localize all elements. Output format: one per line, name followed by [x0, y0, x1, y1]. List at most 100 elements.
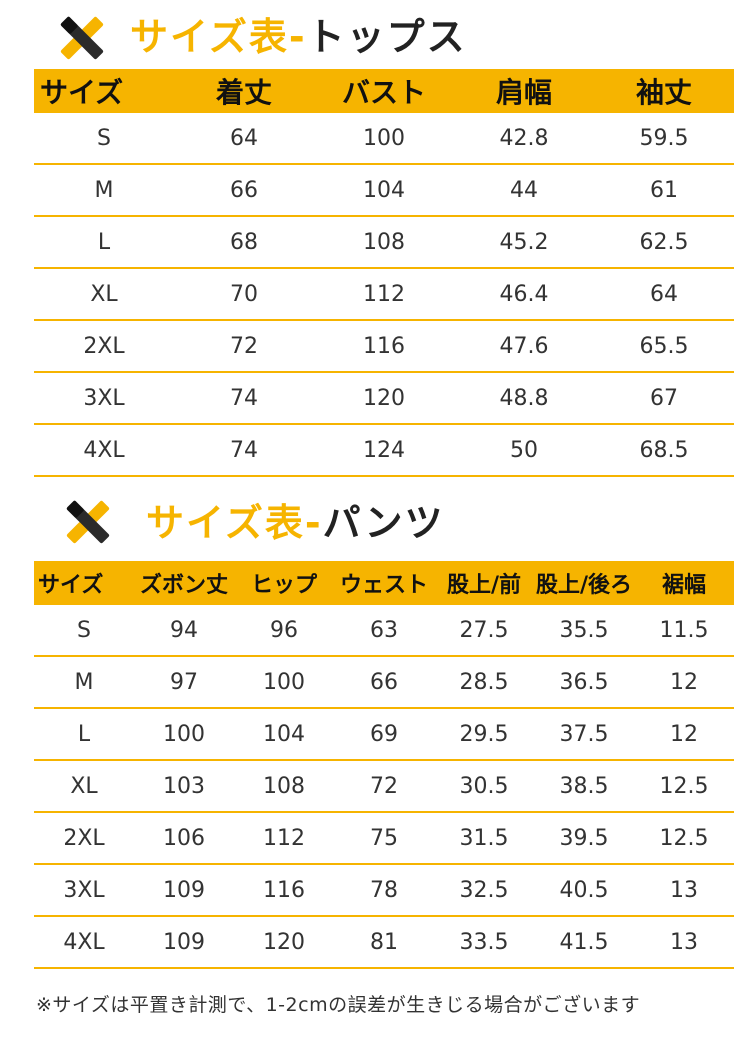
table-cell: 62.5: [594, 216, 734, 269]
table-cell: 100: [314, 113, 454, 165]
table-row: XL 70 112 46.4 64: [34, 268, 734, 321]
table-cell: 30.5: [434, 760, 534, 813]
table-cell: 109: [134, 916, 234, 969]
table-cell: 66: [334, 656, 434, 709]
table-cell: 4XL: [34, 916, 134, 969]
table-cell: 12.5: [634, 760, 734, 813]
tops-title-rest: トップス: [306, 15, 467, 59]
table-cell: 96: [234, 605, 334, 657]
measurement-footnote: ※サイズは平置き計測で、1-2cmの誤差が生きじる場合がございます: [36, 994, 641, 1016]
table-cell: 100: [234, 656, 334, 709]
crossed-tools-icon: [60, 16, 104, 60]
table-cell: 12: [634, 656, 734, 709]
table-cell: 64: [594, 268, 734, 321]
table-cell: 3XL: [34, 864, 134, 917]
table-row: S 64 100 42.8 59.5: [34, 113, 734, 165]
table-cell: 36.5: [534, 656, 634, 709]
table-cell: S: [34, 113, 174, 165]
table-cell: 104: [234, 708, 334, 761]
table-cell: XL: [34, 268, 174, 321]
table-cell: S: [34, 605, 134, 657]
table-cell: 41.5: [534, 916, 634, 969]
table-cell: 2XL: [34, 320, 174, 373]
pants-header-cell: サイズ: [38, 573, 104, 598]
table-cell: 28.5: [434, 656, 534, 709]
table-row: L 100 104 69 29.5 37.5 12: [34, 708, 734, 761]
table-cell: 37.5: [534, 708, 634, 761]
table-cell: 39.5: [534, 812, 634, 865]
table-row: 4XL 109 120 81 33.5 41.5 13: [34, 916, 734, 969]
table-cell: 35.5: [534, 605, 634, 657]
pants-header-cell: ウェスト: [339, 573, 428, 598]
table-cell: 65.5: [594, 320, 734, 373]
tops-title: サイズ表-トップス: [130, 18, 467, 56]
table-cell: M: [34, 164, 174, 217]
pants-header-cell: 股上/前: [446, 573, 522, 598]
table-row: 2XL 106 112 75 31.5 39.5 12.5: [34, 812, 734, 865]
table-cell: 120: [234, 916, 334, 969]
tops-section-title: サイズ表-トップス: [0, 6, 750, 66]
tops-header-cell: 着丈: [215, 76, 272, 109]
table-cell: 72: [334, 760, 434, 813]
table-cell: 78: [334, 864, 434, 917]
table-cell: L: [34, 708, 134, 761]
table-cell: 104: [314, 164, 454, 217]
table-cell: 61: [594, 164, 734, 217]
table-cell: 68.5: [594, 424, 734, 477]
pants-header-cell: 股上/後ろ: [535, 573, 633, 598]
table-row: M 66 104 44 61: [34, 164, 734, 217]
table-cell: 27.5: [434, 605, 534, 657]
table-cell: 112: [234, 812, 334, 865]
table-cell: 46.4: [454, 268, 594, 321]
tops-title-accent: サイズ表-: [130, 15, 307, 59]
table-cell: 74: [174, 372, 314, 425]
table-cell: 64: [174, 113, 314, 165]
pants-title: サイズ表-パンツ: [146, 504, 445, 542]
table-cell: 32.5: [434, 864, 534, 917]
table-cell: 12: [634, 708, 734, 761]
table-cell: 48.8: [454, 372, 594, 425]
table-cell: 108: [234, 760, 334, 813]
table-cell: 100: [134, 708, 234, 761]
table-row: XL 103 108 72 30.5 38.5 12.5: [34, 760, 734, 813]
table-cell: 69: [334, 708, 434, 761]
table-cell: 74: [174, 424, 314, 477]
tops-header-row: サイズ 着丈 バスト 肩幅 袖丈: [34, 69, 734, 113]
table-row: 3XL 74 120 48.8 67: [34, 372, 734, 425]
table-cell: 38.5: [534, 760, 634, 813]
table-cell: 68: [174, 216, 314, 269]
table-cell: 13: [634, 916, 734, 969]
pants-header-cell: ズボン丈: [139, 573, 228, 598]
table-cell: XL: [34, 760, 134, 813]
table-cell: 108: [314, 216, 454, 269]
table-cell: 31.5: [434, 812, 534, 865]
table-cell: 70: [174, 268, 314, 321]
table-cell: 47.6: [454, 320, 594, 373]
table-cell: 11.5: [634, 605, 734, 657]
table-cell: 2XL: [34, 812, 134, 865]
table-row: 3XL 109 116 78 32.5 40.5 13: [34, 864, 734, 917]
table-cell: 72: [174, 320, 314, 373]
table-row: M 97 100 66 28.5 36.5 12: [34, 656, 734, 709]
table-cell: 112: [314, 268, 454, 321]
table-cell: 63: [334, 605, 434, 657]
table-cell: 50: [454, 424, 594, 477]
pants-title-accent: サイズ表-: [146, 501, 323, 545]
table-row: 2XL 72 116 47.6 65.5: [34, 320, 734, 373]
table-cell: 66: [174, 164, 314, 217]
table-cell: 40.5: [534, 864, 634, 917]
table-cell: 81: [334, 916, 434, 969]
table-cell: 124: [314, 424, 454, 477]
tops-header-cell: サイズ: [40, 76, 124, 109]
table-cell: 45.2: [454, 216, 594, 269]
tops-size-table: サイズ 着丈 バスト 肩幅 袖丈 S 64 100 42.8 59.5 M 66…: [34, 69, 734, 477]
table-cell: 97: [134, 656, 234, 709]
table-cell: 42.8: [454, 113, 594, 165]
table-cell: M: [34, 656, 134, 709]
table-cell: 59.5: [594, 113, 734, 165]
tops-header-cell: 肩幅: [495, 76, 552, 109]
table-row: S 94 96 63 27.5 35.5 11.5: [34, 605, 734, 657]
table-cell: 33.5: [434, 916, 534, 969]
pants-section-title: サイズ表-パンツ: [0, 492, 750, 552]
pants-header-row: サイズ ズボン丈 ヒップ ウェスト 股上/前 股上/後ろ 裾幅: [34, 561, 734, 605]
